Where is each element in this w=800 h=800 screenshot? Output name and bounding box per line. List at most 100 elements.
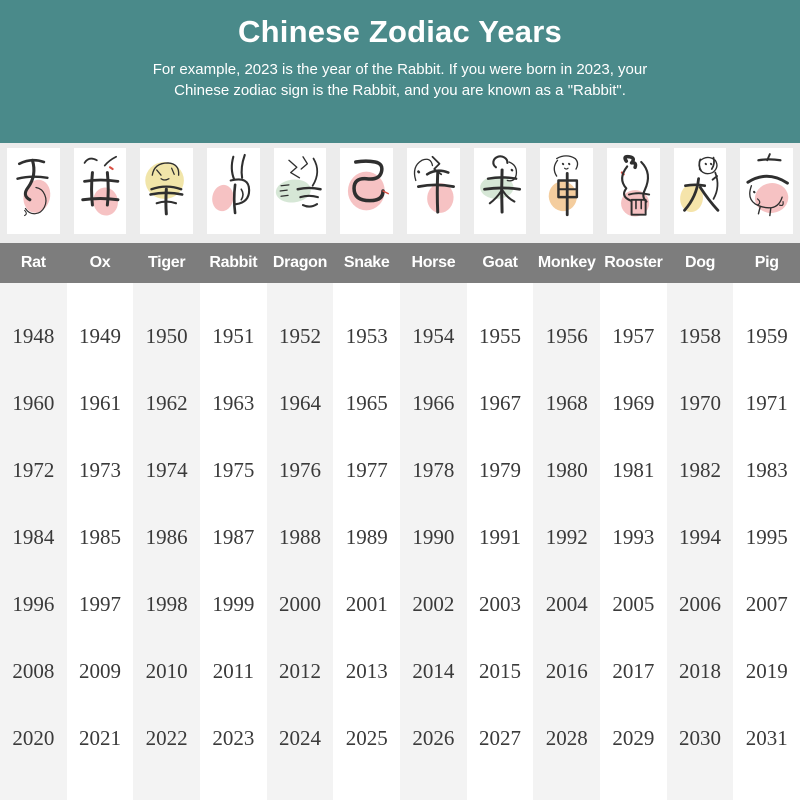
rabbit-calligraphy-icon <box>212 153 251 215</box>
year-cell: 1977 <box>345 458 388 482</box>
year-cell: 1995 <box>745 525 788 549</box>
year-cell: 1998 <box>145 592 188 616</box>
year-cell: 1967 <box>479 391 522 415</box>
illustration-panel <box>73 148 127 234</box>
zodiac-animal-snake <box>333 143 400 243</box>
illustration-panel <box>607 148 660 234</box>
year-cell: 1985 <box>79 525 121 549</box>
year-row: 1996 1997 1998 1999 2000 2001 2002 2003 2004 2005… <box>0 571 800 638</box>
year-cell: 2018 <box>679 659 722 683</box>
zodiac-animal-pig <box>733 143 800 243</box>
year-cell: 1980 <box>545 458 588 482</box>
year-cell: 1968 <box>545 391 588 415</box>
year-cell: 2010 <box>145 659 188 683</box>
year-cell: 1973 <box>79 458 121 482</box>
year-cell: 1997 <box>79 592 121 616</box>
year-cell: 2026 <box>412 726 455 750</box>
year-cell: 2014 <box>412 659 455 683</box>
year-cell: 1999 <box>212 592 255 616</box>
year-cell: 1981 <box>612 458 655 482</box>
year-cell: 2016 <box>545 659 588 683</box>
year-cell: 1976 <box>279 458 322 482</box>
year-cell: 1979 <box>479 458 522 482</box>
year-cell: 2021 <box>79 726 121 750</box>
year-cell: 1994 <box>679 525 722 549</box>
year-cell: 1970 <box>679 391 722 415</box>
year-row: 1972 1973 1974 1975 1976 1977 1978 1979 1980 1981… <box>0 437 800 504</box>
year-cell: 2013 <box>345 659 388 683</box>
year-cell: 2000 <box>279 592 322 616</box>
years-grid: 1948 1949 1950 1951 1952 1953 1954 1955 1956 1957… <box>0 283 800 800</box>
year-cell: 1950 <box>145 324 188 348</box>
zodiac-name-pig: Pig <box>754 254 779 271</box>
zodiac-animal-rabbit <box>200 143 267 243</box>
illustration-panel <box>340 148 394 234</box>
year-cell: 1992 <box>545 525 588 549</box>
year-rows: 1948 1949 1950 1951 1952 1953 1954 1955 1956 1957… <box>0 283 800 772</box>
year-cell: 1964 <box>279 391 322 415</box>
zodiac-name-rat: Rat <box>20 254 46 271</box>
zodiac-illustrations-row <box>0 143 800 243</box>
year-cell: 1949 <box>79 324 121 348</box>
year-cell: 1991 <box>479 525 522 549</box>
zodiac-name-rooster: Rooster <box>604 254 663 271</box>
year-cell: 1951 <box>212 324 255 348</box>
year-row: 2020 2021 2022 2023 2024 2025 2026 2027 2028 2029… <box>0 705 800 772</box>
year-cell: 1962 <box>145 391 188 415</box>
year-cell: 1996 <box>12 592 55 616</box>
year-cell: 1971 <box>745 391 788 415</box>
year-cell: 2002 <box>412 592 455 616</box>
dragon-calligraphy-icon <box>275 156 322 208</box>
year-cell: 1972 <box>12 458 55 482</box>
year-cell: 1982 <box>679 458 722 482</box>
tiger-calligraphy-icon <box>145 162 185 216</box>
year-cell: 1990 <box>412 525 455 549</box>
zodiac-name-goat: Goat <box>482 254 518 271</box>
year-cell: 2024 <box>279 726 322 750</box>
illustration-panel <box>7 148 60 234</box>
year-cell: 2003 <box>479 592 522 616</box>
column-stripe <box>133 283 201 800</box>
zodiac-animal-tiger <box>133 143 200 243</box>
year-cell: 2023 <box>212 726 255 750</box>
year-cell: 2029 <box>612 726 655 750</box>
year-row: 1984 1985 1986 1987 1988 1989 1990 1991 1992 1993… <box>0 504 800 571</box>
zodiac-names-row: Rat Ox Tiger Rabbit Dragon Snake Horse Goat Monk… <box>0 243 800 283</box>
column-stripe <box>0 283 67 800</box>
year-cell: 1989 <box>345 525 388 549</box>
snake-calligraphy-icon <box>348 159 390 211</box>
year-cell: 1987 <box>212 525 255 549</box>
zodiac-name-dog: Dog <box>684 254 716 271</box>
year-row: 2008 2009 2010 2011 2012 2013 2014 2015 2016 2017… <box>0 638 800 705</box>
year-cell: 2008 <box>12 659 55 683</box>
year-cell: 2011 <box>212 659 254 683</box>
column-stripe <box>533 283 601 800</box>
year-row: 1948 1949 1950 1951 1952 1953 1954 1955 1956 1957… <box>0 303 800 370</box>
year-cell: 2022 <box>145 726 188 750</box>
subtitle-line-2: Chinese zodiac sign is the Rabbit, and y… <box>174 81 626 99</box>
year-cell: 2019 <box>745 659 788 683</box>
year-cell: 1958 <box>679 324 722 348</box>
zodiac-animal-ox <box>67 143 134 243</box>
pig-calligraphy-icon <box>746 153 790 217</box>
year-cell: 2028 <box>545 726 588 750</box>
year-cell: 1956 <box>545 324 588 348</box>
subtitle-line-1: For example, 2023 is the year of the Rab… <box>152 61 648 78</box>
year-cell: 1965 <box>345 391 388 415</box>
year-cell: 1955 <box>479 324 522 348</box>
year-row: 1960 1961 1962 1963 1964 1965 1966 1967 1968 1969… <box>0 370 800 437</box>
zodiac-animal-monkey <box>533 143 600 243</box>
zodiac-animal-rooster <box>600 143 667 243</box>
page-title: Chinese Zodiac Years <box>238 14 562 49</box>
rat-calligraphy-icon <box>16 158 51 217</box>
year-cell: 2031 <box>745 726 788 750</box>
year-cell: 2006 <box>679 592 722 616</box>
zodiac-name-dragon: Dragon <box>272 254 328 271</box>
year-cell: 1969 <box>612 391 655 415</box>
zodiac-name-snake: Snake <box>343 254 390 271</box>
year-cell: 2030 <box>679 726 722 750</box>
year-cell: 1963 <box>212 391 255 415</box>
year-cell: 1961 <box>79 391 121 415</box>
year-cell: 1953 <box>345 324 388 348</box>
column-stripe <box>266 283 334 800</box>
